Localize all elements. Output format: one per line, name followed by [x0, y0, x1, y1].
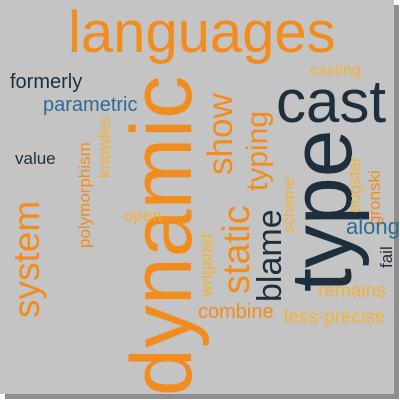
- word-typing: typing: [241, 110, 274, 191]
- word-system: system: [6, 200, 47, 318]
- word-polymorphism: polymorphism: [75, 142, 94, 248]
- word-along: along: [346, 214, 400, 239]
- word-blame: blame: [251, 209, 289, 302]
- word-remains: remains: [318, 281, 386, 302]
- word-dynamic: dynamic: [114, 75, 210, 396]
- word-wrigstad: wrigstad: [197, 233, 216, 297]
- word-cloud-background: [0, 0, 394, 394]
- word-value: value: [15, 149, 56, 168]
- word-casting: casting: [310, 62, 361, 79]
- word-fail: fail: [377, 246, 396, 268]
- word-parametric: parametric: [43, 94, 138, 116]
- word-eugster: eugster: [345, 156, 364, 213]
- word-formerly: formerly: [10, 71, 83, 93]
- word-languages: languages: [68, 0, 336, 65]
- word-open: open: [124, 206, 162, 225]
- word-less-precise: less-precise: [284, 307, 386, 328]
- word-combine: combine: [198, 301, 274, 323]
- word-knowles: knowles: [95, 116, 114, 178]
- word-cast: cast: [276, 68, 387, 135]
